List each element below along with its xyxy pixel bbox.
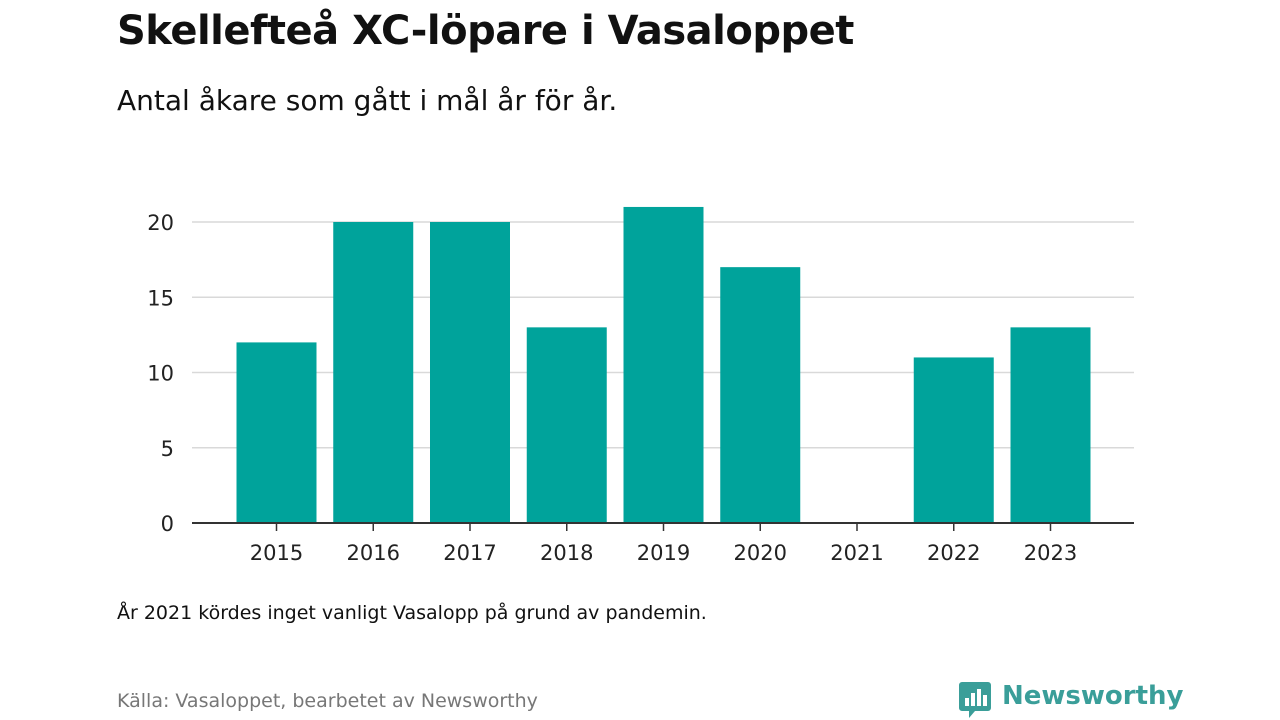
source-text: Källa: Vasaloppet, bearbetet av Newswort… xyxy=(117,690,538,712)
bar-2020 xyxy=(720,267,801,523)
chart-subtitle: Antal åkare som gått i mål år för år. xyxy=(117,84,618,117)
x-tick-label-2017: 2017 xyxy=(443,541,496,565)
y-tick-label-20: 20 xyxy=(147,211,174,235)
y-tick-label-10: 10 xyxy=(147,362,174,386)
chart-note: År 2021 kördes inget vanligt Vasalopp på… xyxy=(117,602,707,624)
x-tick-label-2021: 2021 xyxy=(830,541,883,565)
chart-title: Skellefteå XC-löpare i Vasaloppet xyxy=(117,8,854,54)
bar-2015 xyxy=(236,342,317,523)
x-tick-label-2018: 2018 xyxy=(540,541,593,565)
x-tick-label-2020: 2020 xyxy=(734,541,787,565)
bar-2017 xyxy=(430,222,510,523)
y-tick-label-0: 0 xyxy=(161,512,174,536)
x-tick-label-2023: 2023 xyxy=(1024,541,1077,565)
bars xyxy=(236,206,1091,523)
brand-logo: Newsworthy xyxy=(958,680,1183,720)
x-tick-label-2016: 2016 xyxy=(347,541,400,565)
bar-2023 xyxy=(1010,327,1091,523)
y-tick-label-5: 5 xyxy=(161,437,174,461)
x-tick-label-2015: 2015 xyxy=(250,541,303,565)
y-axis-tick-labels: 0 5 10 15 20 xyxy=(147,211,174,536)
newsworthy-logo-icon xyxy=(959,682,991,718)
x-tick-label-2022: 2022 xyxy=(927,541,980,565)
brand-name: Newsworthy xyxy=(1002,681,1184,711)
x-tick-label-2019: 2019 xyxy=(637,541,690,565)
y-tick-label-15: 15 xyxy=(147,286,174,310)
bar-2019 xyxy=(623,206,704,523)
x-axis xyxy=(192,522,1134,531)
bar-2018 xyxy=(526,327,607,523)
bar-2016 xyxy=(333,222,414,523)
x-axis-tick-labels: 2015 2016 2017 2018 2019 2020 2021 2022 2023 xyxy=(250,541,1077,565)
bar-2022 xyxy=(913,357,994,523)
